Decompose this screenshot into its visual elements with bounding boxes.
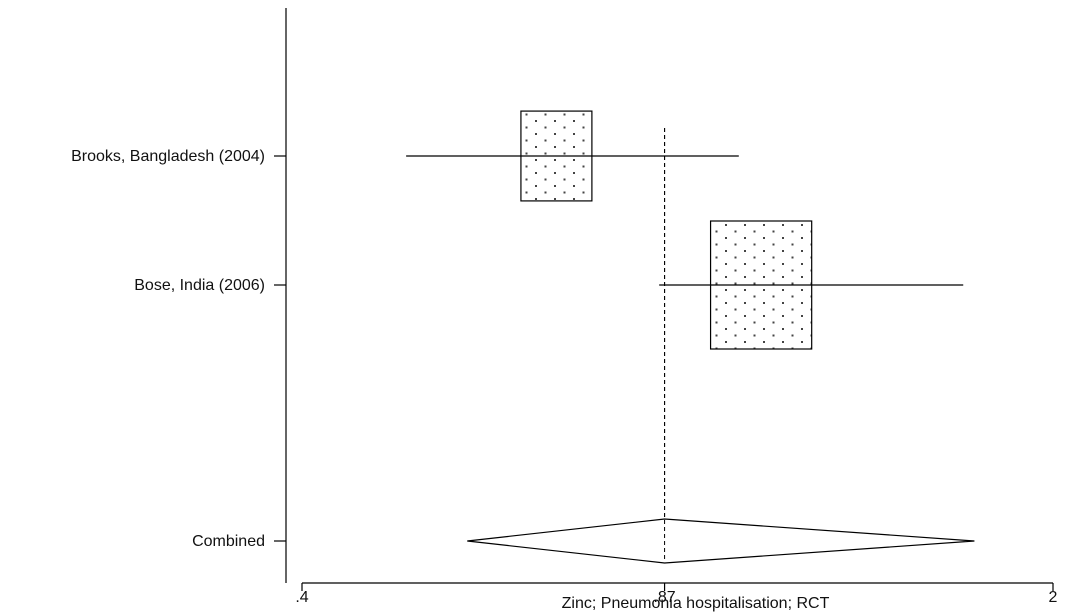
x-axis-title: Zinc; Pneumonia hospitalisation; RCT — [562, 595, 830, 612]
x-tick-label: 2 — [1049, 589, 1058, 606]
study-label: Bose, India (2006) — [134, 277, 265, 294]
pooled-diamond — [467, 518, 975, 564]
pooled-label: Combined — [192, 533, 265, 550]
x-tick-label: .4 — [295, 589, 308, 606]
chart-labels: .4 .87 2 Zinc; Pneumonia hospitalisation; R… — [71, 148, 1057, 612]
study-label: Brooks, Bangladesh (2004) — [71, 148, 265, 165]
x-tick-label: .87 — [653, 589, 675, 606]
axes — [274, 8, 1054, 591]
chart-marks — [406, 110, 975, 564]
